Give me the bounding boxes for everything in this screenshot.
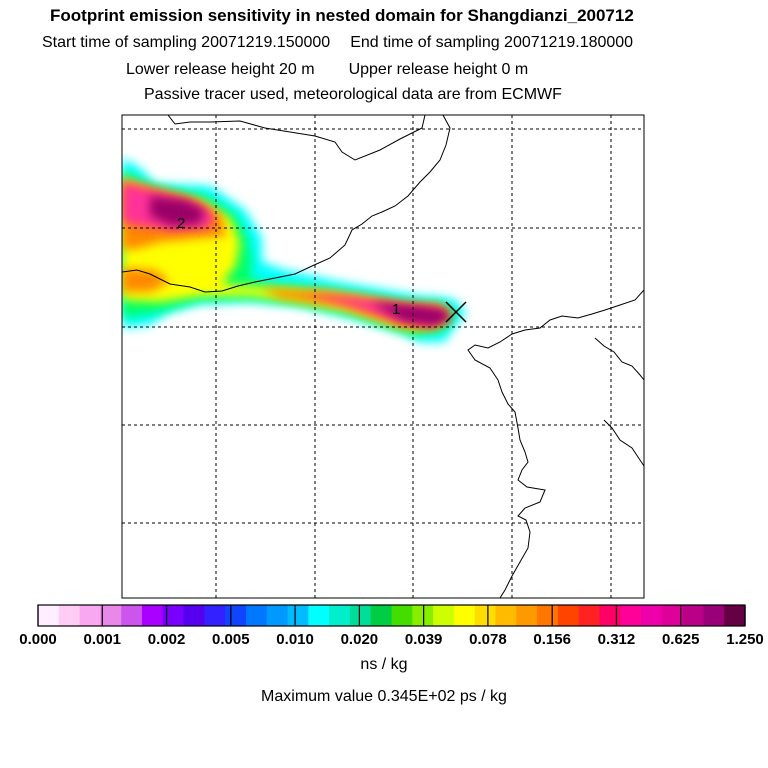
color-scale-swatch: [329, 605, 351, 626]
units-label: ns / kg: [360, 656, 408, 673]
color-scale-swatch: [308, 605, 330, 626]
color-scale-swatch: [474, 605, 497, 626]
maximum-value-label: Maximum value 0.345E+02 ps / kg: [261, 688, 507, 705]
color-scale-swatch: [703, 605, 725, 626]
color-scale-frame: [37, 604, 746, 627]
color-scale-tick-label: 0.312: [597, 631, 636, 648]
color-scale-swatch: [245, 605, 268, 626]
color-scale-swatch: [162, 605, 185, 626]
end-time-label: End time of sampling 20071219.180000: [350, 34, 634, 51]
release-heights: Lower release height 20 m Upper release h…: [126, 61, 528, 79]
color-scale-swatch: [121, 605, 143, 626]
color-scale-tick-label: 0.001: [83, 631, 122, 648]
release-marker-2: 2: [177, 215, 185, 232]
map-frame: [121, 114, 645, 599]
color-scale-bar: [37, 605, 746, 626]
color-scale-tick-label: 0.020: [340, 631, 379, 648]
color-scale-swatch: [141, 605, 164, 626]
color-scale-swatch: [38, 605, 60, 626]
color-scale-swatch: [433, 605, 455, 626]
footprint-plume: [122, 158, 466, 342]
plot-title: Footprint emission sensitivity in nested…: [50, 6, 634, 25]
color-scale-swatch: [516, 605, 538, 626]
color-scale-tick-label: 0.625: [661, 631, 700, 648]
color-scale-swatch: [578, 605, 601, 626]
color-scale-swatch: [225, 605, 247, 626]
color-scale-swatch: [183, 605, 205, 626]
color-scale-swatch: [349, 605, 372, 626]
lower-release-height: Lower release height 20 m: [126, 61, 315, 78]
sampling-times: Start time of sampling 20071219.150000 En…: [42, 34, 633, 52]
tracer-info: Passive tracer used, meteorological data…: [144, 86, 562, 103]
start-time-label: Start time of sampling 20071219.150000: [42, 34, 331, 51]
plume-contour-max: [150, 196, 452, 326]
color-scale-swatch: [412, 605, 434, 626]
color-scale-tick-label: 1.250: [726, 631, 764, 648]
color-scale-swatch: [58, 605, 81, 626]
color-scale-swatch: [370, 605, 393, 626]
color-scale-tick-label: 0.010: [276, 631, 314, 648]
color-scale-swatch: [641, 605, 663, 626]
color-scale-swatch: [266, 605, 289, 626]
color-scale-swatch: [204, 605, 226, 626]
upper-release-height: Upper release height 0 m: [348, 61, 529, 78]
color-scale-swatch: [495, 605, 517, 626]
color-scale-swatch: [391, 605, 413, 626]
color-scale-tick-label: 0.000: [19, 631, 57, 648]
color-scale-tick-label: 0.156: [533, 631, 571, 648]
color-scale-tick-label: 0.078: [469, 631, 507, 648]
color-scale-tick-label: 0.039: [404, 631, 443, 648]
color-scale-tick-label: 0.005: [212, 631, 250, 648]
color-scale-swatch: [453, 605, 476, 626]
color-scale-swatch: [661, 605, 684, 626]
color-scale-swatch: [100, 605, 122, 626]
color-scale-swatch: [79, 605, 101, 626]
color-scale-swatch: [287, 605, 309, 626]
color-scale-swatch: [682, 605, 705, 626]
color-scale-swatch: [557, 605, 580, 626]
receptor-marker-icon: [445, 301, 467, 323]
color-scale-tick-label: 0.002: [147, 631, 186, 648]
plume-contour-higher: [122, 182, 448, 326]
coastlines: [122, 115, 644, 598]
color-scale-swatch: [537, 605, 559, 626]
color-scale-swatch: [724, 605, 746, 626]
color-scale-swatch: [599, 605, 621, 626]
lat-lon-grid: [122, 115, 644, 598]
release-marker-1: 1: [392, 301, 400, 318]
color-scale-swatch: [620, 605, 642, 626]
